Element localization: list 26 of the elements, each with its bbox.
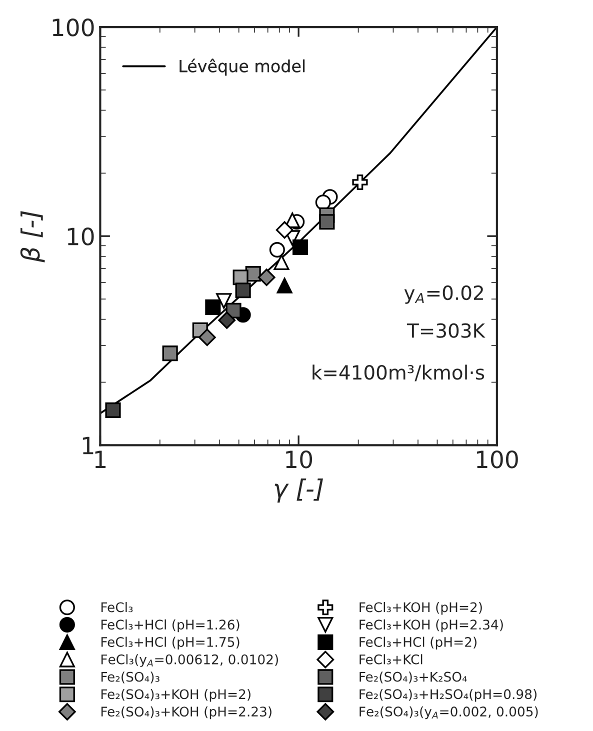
x-axis-title: γ [-] — [274, 478, 324, 503]
y-tick-label: 1 — [82, 436, 94, 454]
legend-label: Fe₂(SO₄)₃+K₂SO₄ — [360, 672, 467, 684]
annotation: k=4100m³/kmol·s — [312, 364, 484, 382]
x-tick-label: 100 — [476, 450, 518, 468]
legend-label: Fe₂(SO₄)₃+KOH (pH=2) — [101, 688, 250, 702]
annotation: T=303K — [406, 323, 486, 338]
legend-label: Fe₂(SO₄)₃+KOH (pH=2.23) — [101, 706, 272, 720]
annotation: y$_{A}$=0.02 — [404, 285, 483, 304]
legend-label: Lévêque model — [180, 58, 305, 76]
legend-label: FeCl₃+KOH (pH=2) — [360, 602, 482, 615]
legend-label: FeCl₃+HCl (pH=2) — [360, 636, 476, 650]
y-tick-label: 10 — [68, 228, 94, 246]
legend-label: FeCl₃+KOH (pH=2.34) — [360, 619, 503, 632]
legend-label: Fe₂(SO₄)₃ — [101, 672, 160, 684]
legend-label: FeCl₃+KCl — [360, 654, 422, 664]
legend-label: FeCl₃+HCl (pH=1.26) — [101, 619, 240, 632]
legend-label: Fe₂(SO₄)₃+H₂SO₄(pH=0.98) — [360, 688, 536, 702]
legend-label: FeCl₃(y$_{A}$=0.00612, 0.0102) — [101, 654, 278, 667]
legend-label: Fe₂(SO₄)₃(y$_{A}$=0.002, 0.005) — [360, 706, 538, 720]
y-axis-title: β [-] — [20, 211, 45, 262]
x-tick-label: 10 — [286, 450, 312, 468]
x-tick-label: 1 — [95, 450, 106, 468]
legend-label: FeCl₃+HCl (pH=1.75) — [101, 636, 240, 650]
legend-label: FeCl₃ — [101, 602, 133, 612]
y-tick-label: 100 — [52, 18, 94, 36]
